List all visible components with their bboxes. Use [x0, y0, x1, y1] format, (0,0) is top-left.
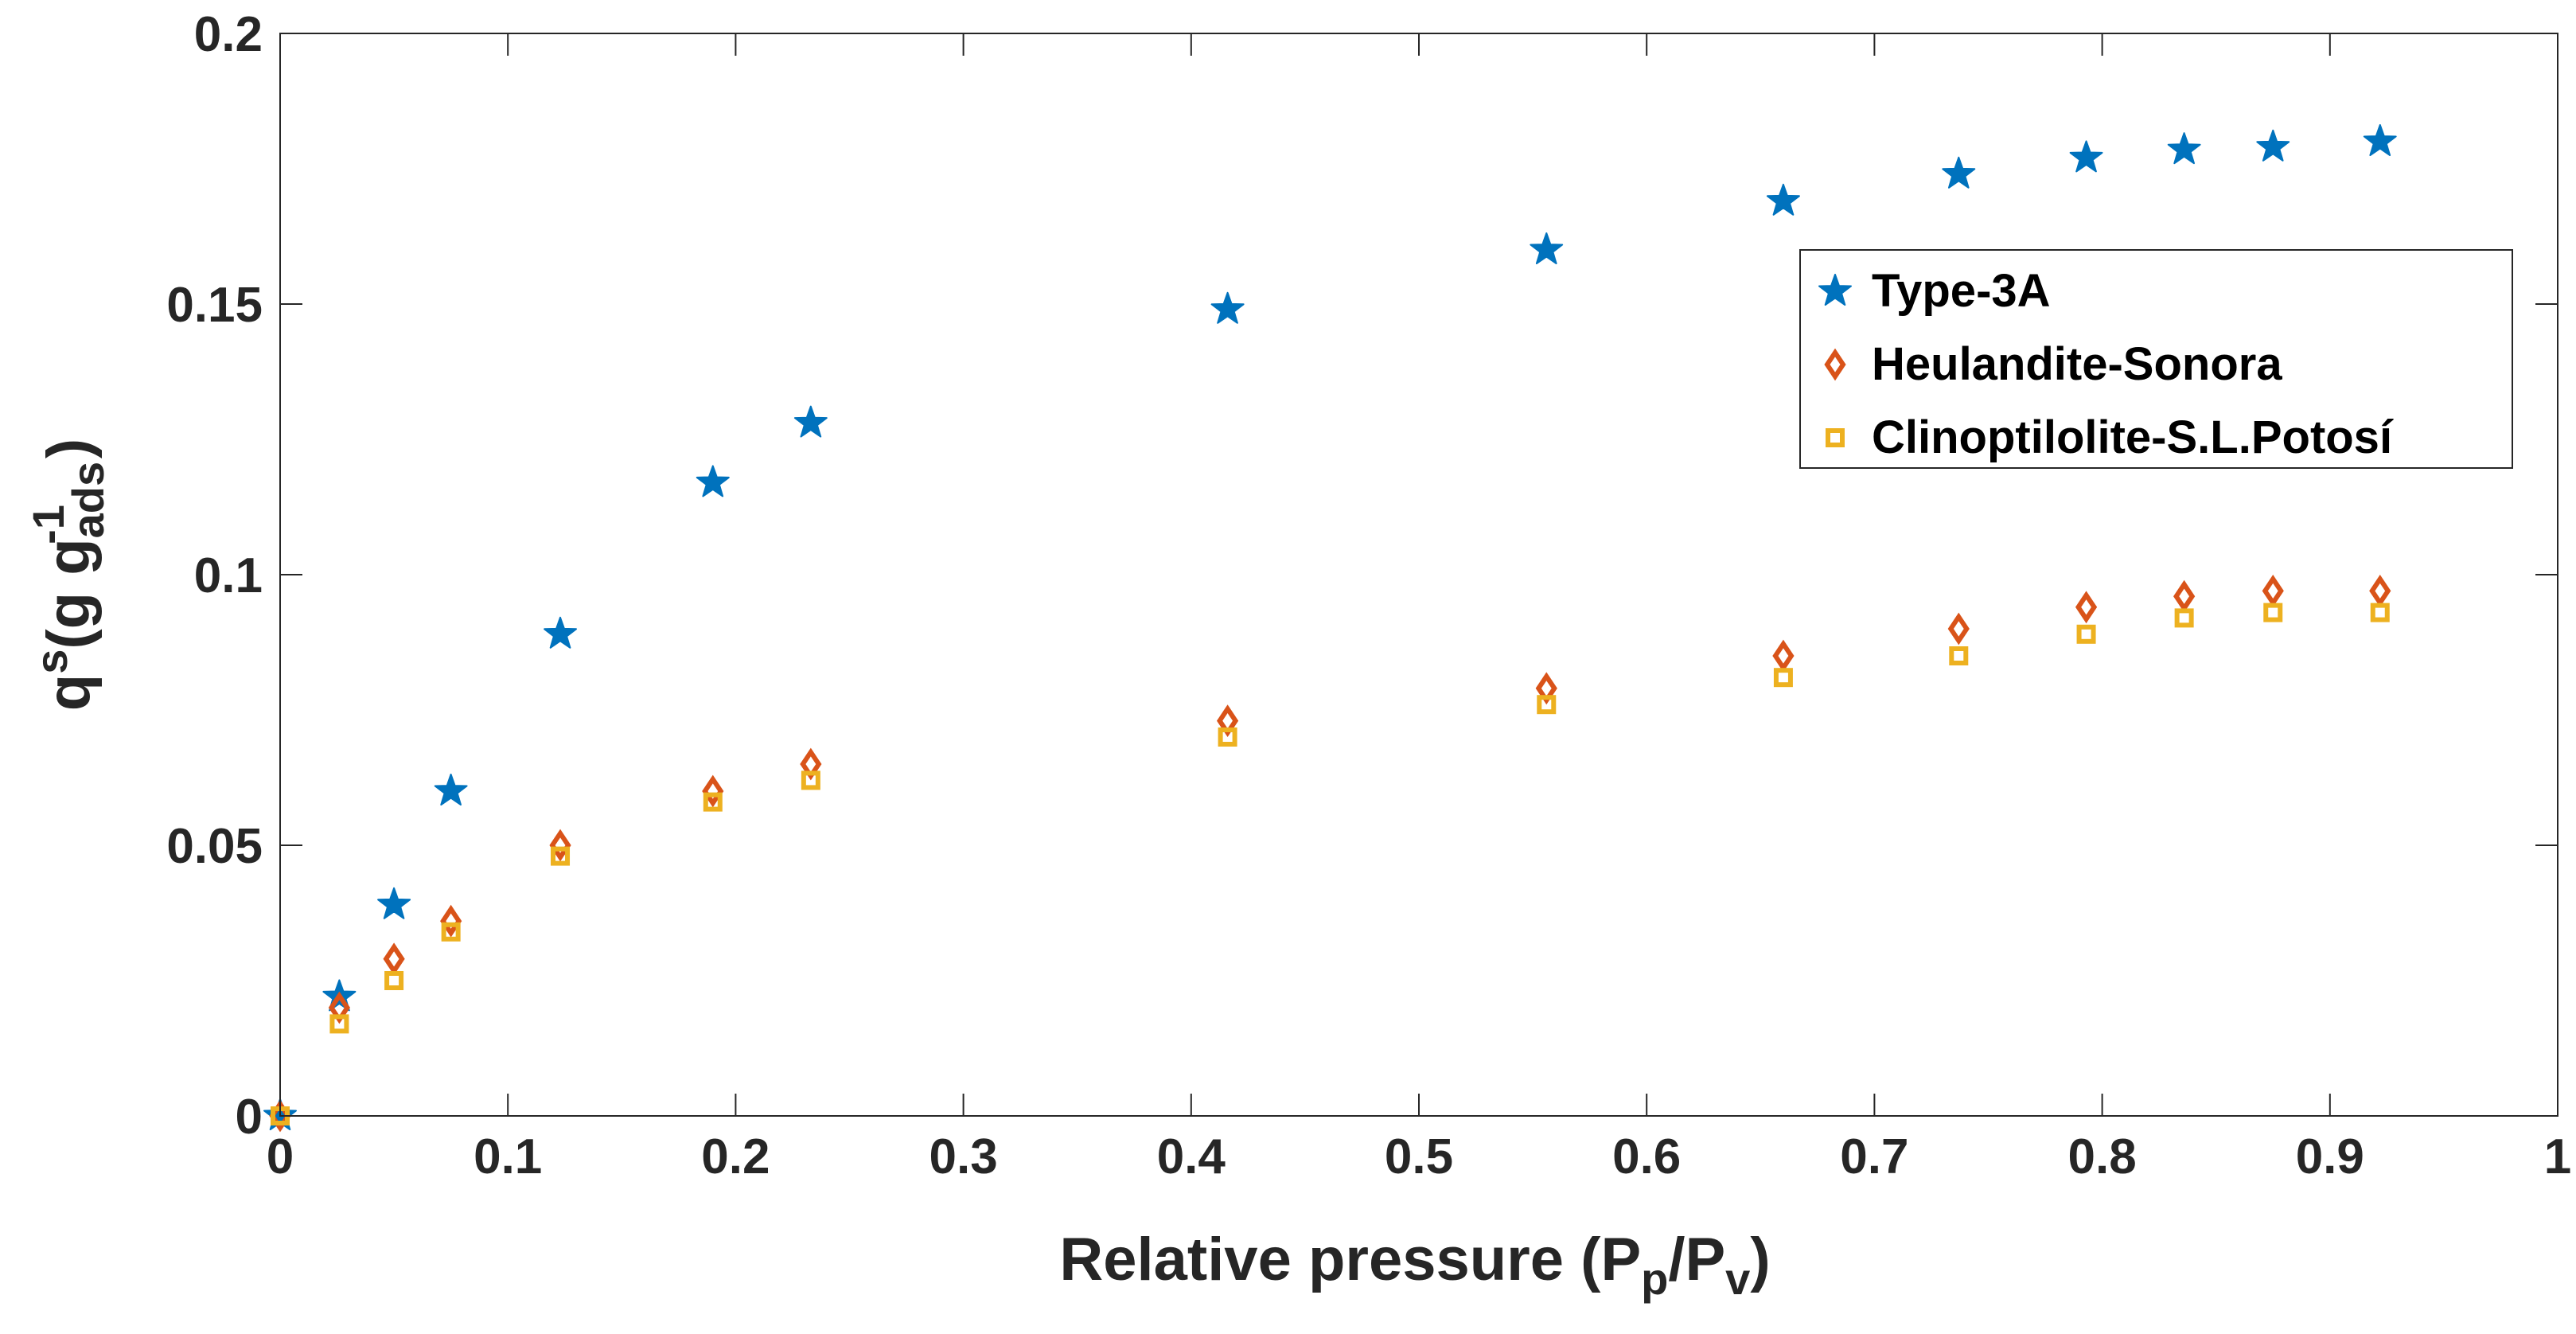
series-2: [271, 603, 2390, 1125]
x-tick-label: 0.9: [2296, 1129, 2364, 1184]
legend-marker-diamond: [1824, 348, 1846, 381]
x-axis-title-sub2: v: [1725, 1254, 1750, 1304]
legend: Type-3A Heulandite-Sonora Clinoptilolite…: [1799, 249, 2513, 469]
square-point: [1773, 668, 1793, 688]
star-point: [793, 405, 828, 438]
legend-marker-star: [1818, 274, 1852, 306]
x-axis-title-end: ): [1750, 1226, 1770, 1293]
square-point: [703, 792, 723, 812]
square-point: [441, 922, 461, 942]
square-point: [801, 770, 820, 790]
star-point: [1942, 156, 1976, 189]
square-point: [2370, 603, 2390, 622]
y-axis-title-mid: (g g: [35, 538, 103, 649]
x-tick-label: 0.5: [1385, 1129, 1453, 1184]
square-point: [2174, 608, 2194, 628]
x-tick-label: 0.7: [1840, 1129, 1908, 1184]
diamond-point: [383, 942, 405, 976]
diamond-point: [2369, 574, 2391, 607]
square-point: [2263, 603, 2283, 622]
series-0: [263, 124, 2397, 1130]
y-axis-title-end: ): [35, 439, 103, 458]
square-point: [1949, 646, 1969, 665]
y-tick-label: 0.1: [194, 548, 263, 603]
star-point: [1530, 232, 1564, 264]
diamond-point: [1947, 612, 1970, 646]
square-point: [1537, 695, 1557, 715]
square-point: [1218, 727, 1237, 747]
star-point: [2363, 124, 2397, 156]
diamond-point: [328, 991, 351, 1024]
square-point: [329, 1014, 349, 1034]
square-point: [551, 846, 571, 866]
series-1: [269, 574, 2391, 1133]
tick-labels: 0 0.1 0.2 0.3 0.4 0.5 0.6 0.7 0.8 0.9 1 0 0.05 0.1 0.1…: [166, 7, 2571, 1184]
y-axis-title: qs(g gads-1): [23, 439, 113, 711]
plot-frame: [279, 33, 2558, 1117]
diamond-point: [1216, 704, 1239, 738]
legend-marker-square: [1826, 428, 1845, 447]
x-axis-title-main: Relative pressure (P: [1059, 1226, 1641, 1293]
y-axis-title-sub: ads: [63, 462, 113, 539]
legend-box: [1799, 249, 2513, 469]
diamond-point: [2075, 591, 2098, 624]
legend-label-heulandite-sonora: Heulandite-Sonora: [1872, 338, 2282, 390]
data-markers: [263, 124, 2397, 1133]
x-tick-label: 1: [2544, 1129, 2571, 1184]
x-tick-label: 0.4: [1157, 1129, 1226, 1184]
y-axis-title-base: q: [35, 674, 103, 711]
x-tick-label: 0.2: [701, 1129, 770, 1184]
star-point: [2069, 140, 2103, 173]
diamond-point: [1535, 672, 1557, 705]
legend-label-clinoptilolite: Clinoptilolite-S.L.Potosí: [1872, 412, 2394, 463]
legend-label-type-3a: Type-3A: [1872, 265, 2051, 317]
diamond-point: [440, 904, 462, 938]
plot-background: [280, 33, 2558, 1116]
star-point: [377, 887, 411, 919]
diamond-point: [800, 747, 822, 781]
y-axis-title-sup2: -1: [23, 505, 73, 544]
square-point: [384, 971, 404, 990]
x-tick-label: 0.3: [929, 1129, 997, 1184]
square-point: [2076, 624, 2096, 644]
y-tick-label: 0.2: [194, 7, 263, 62]
y-tick-label: 0.15: [166, 278, 263, 333]
x-axis-title-sub1: p: [1641, 1254, 1668, 1304]
diamond-point: [2173, 579, 2196, 613]
diamond-point: [2262, 574, 2284, 607]
diamond-point: [549, 829, 571, 862]
star-point: [544, 616, 577, 649]
x-axis-title: Relative pressure (Pp/Pv): [1059, 1226, 1770, 1304]
legend-markers: [1818, 274, 1852, 447]
star-point: [1766, 183, 1800, 216]
y-tick-label: 0.05: [166, 819, 263, 874]
diamond-point: [1772, 639, 1795, 673]
x-axis-title-mid: /P: [1668, 1226, 1725, 1293]
x-tick-label: 0.1: [474, 1129, 542, 1184]
y-axis-title-sup1: s: [26, 649, 76, 674]
x-tick-label: 0: [267, 1129, 294, 1184]
y-tick-label: 0: [236, 1090, 263, 1145]
x-tick-label: 0.8: [2067, 1129, 2136, 1184]
star-point: [696, 465, 730, 497]
x-tick-label: 0.6: [1612, 1129, 1681, 1184]
star-point: [1210, 291, 1245, 324]
star-point: [2256, 129, 2290, 162]
diamond-point: [702, 774, 724, 808]
star-point: [2167, 132, 2201, 165]
star-point: [434, 774, 468, 805]
